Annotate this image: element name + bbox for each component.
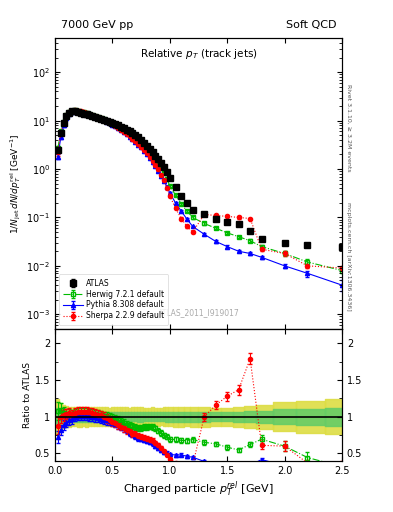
Y-axis label: $1/N_\mathrm{jet}\,dN/dp_T^\mathrm{rel}$ [GeV$^{-1}$]: $1/N_\mathrm{jet}\,dN/dp_T^\mathrm{rel}$… (9, 133, 24, 234)
Text: Soft QCD: Soft QCD (286, 19, 336, 30)
X-axis label: Charged particle $p_T^{rel}$ [GeV]: Charged particle $p_T^{rel}$ [GeV] (123, 480, 274, 499)
Legend: ATLAS, Herwig 7.2.1 default, Pythia 8.308 default, Sherpa 2.2.9 default: ATLAS, Herwig 7.2.1 default, Pythia 8.30… (59, 274, 169, 325)
Text: Rivet 3.1.10, ≥ 3.2M events: Rivet 3.1.10, ≥ 3.2M events (346, 84, 351, 172)
Text: Relative $p_T$ (track jets): Relative $p_T$ (track jets) (140, 47, 257, 61)
Y-axis label: Ratio to ATLAS: Ratio to ATLAS (23, 362, 32, 428)
Text: ATLAS_2011_I919017: ATLAS_2011_I919017 (158, 308, 239, 317)
Text: 7000 GeV pp: 7000 GeV pp (61, 19, 133, 30)
Text: mcplots.cern.ch [arXiv:1306.3436]: mcplots.cern.ch [arXiv:1306.3436] (346, 202, 351, 310)
